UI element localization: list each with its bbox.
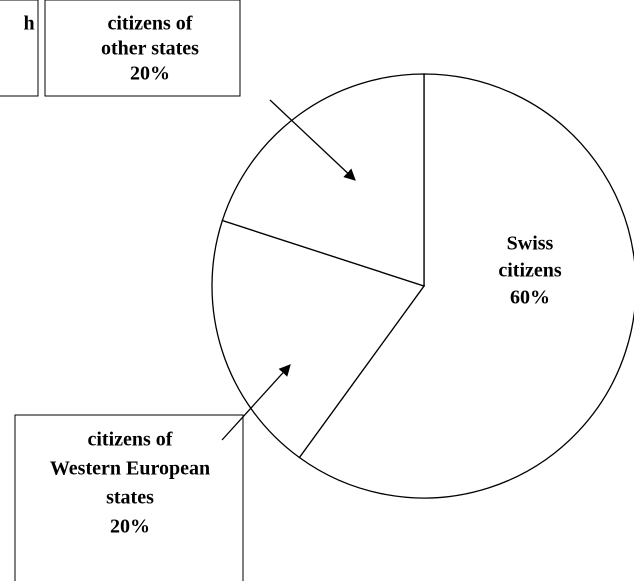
label-box: [44, 0, 241, 97]
slice-label: Western European: [50, 458, 210, 480]
slice-label: other states: [101, 38, 199, 60]
pie-slice: [221, 73, 425, 287]
slice-label: citizens of: [88, 429, 173, 451]
value-label: 60%: [510, 287, 550, 309]
annotation: h: [23, 13, 34, 35]
cut-off-box: [0, 0, 39, 97]
callout-arrow: [269, 99, 356, 181]
value-label: 20%: [110, 516, 150, 538]
slice-label: states: [106, 487, 154, 509]
pie-slice: [298, 73, 634, 499]
slice-label: citizens of: [108, 13, 193, 35]
callout-arrow: [221, 364, 291, 441]
slice-label: citizens: [498, 260, 562, 282]
pie-slice: [211, 219, 426, 459]
value-label: 20%: [130, 63, 170, 85]
label-box: [14, 414, 244, 581]
slice-label: Swiss: [507, 233, 554, 255]
